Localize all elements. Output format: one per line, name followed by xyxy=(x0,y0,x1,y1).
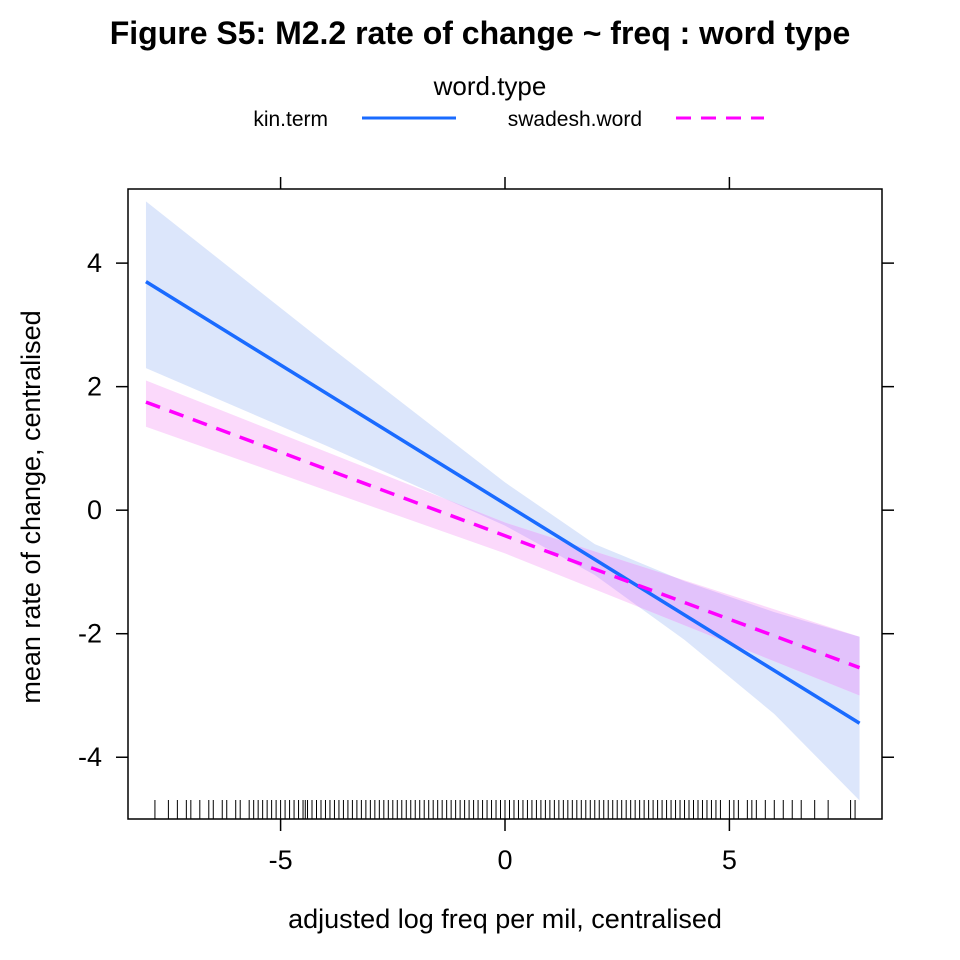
plot-area xyxy=(145,201,861,819)
x-tick-label: -5 xyxy=(269,845,293,875)
y-axis-label: mean rate of change, centralised xyxy=(16,310,46,703)
legend-title: word.type xyxy=(433,71,547,101)
axes: -5 0 5 -4 -2 0 2 4 xyxy=(78,177,894,875)
x-tick-label: 0 xyxy=(497,845,512,875)
series-line-swadesh-word xyxy=(145,400,861,670)
legend-label-swadesh-word: swadesh.word xyxy=(508,108,642,131)
chart-title: Figure S5: M2.2 rate of change ~ freq : … xyxy=(110,15,851,51)
y-tick-label: 2 xyxy=(87,372,102,402)
y-tick-label: -2 xyxy=(78,619,102,649)
legend-label-kin-term: kin.term xyxy=(253,108,328,131)
x-tick-label: 5 xyxy=(722,845,737,875)
y-tick-label: 4 xyxy=(87,248,102,278)
y-tick-label: -4 xyxy=(78,742,102,772)
x-axis-label: adjusted log freq per mil, centralised xyxy=(288,904,722,934)
y-tick-label: 0 xyxy=(87,495,102,525)
series-line-kin-term xyxy=(145,280,861,725)
legend: kin.term swadesh.word xyxy=(253,108,764,131)
